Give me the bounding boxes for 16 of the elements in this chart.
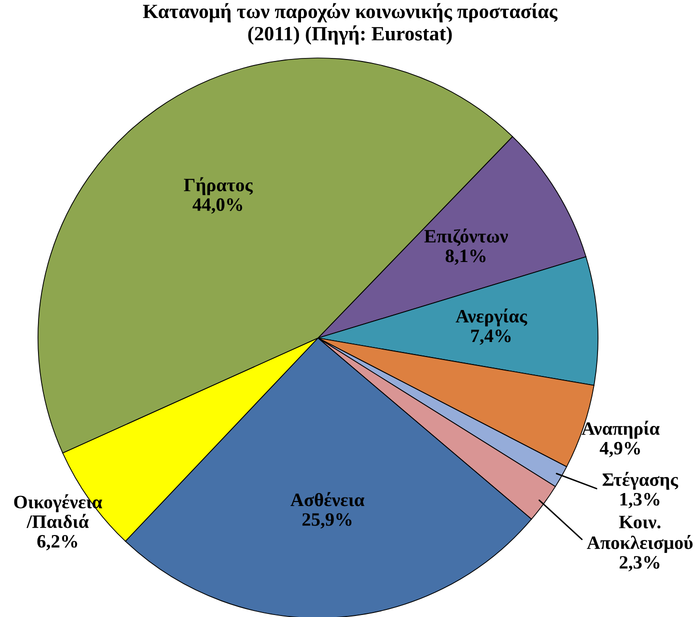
slice-label: Στέγασης xyxy=(602,472,678,490)
slice-label: Αναπηρία xyxy=(582,420,660,439)
data-label: 8,1% xyxy=(446,250,486,265)
slice-label: Κοιν. Αποκλεισμού xyxy=(586,516,693,553)
data-label: 2,3% xyxy=(620,556,660,572)
slice-label: Επιζόντων xyxy=(424,228,508,246)
data-label: 6,2% xyxy=(37,534,78,550)
slice-label: Ασθένεια xyxy=(290,492,364,506)
slice-label: Ανεργίας xyxy=(456,308,528,326)
data-label: 25,9% xyxy=(302,513,352,529)
data-label: 44,0% xyxy=(192,198,242,214)
chart-title: Κατανομή των παροχών κοινωνικής προστασίας (2011) (Πηγή: Eurostat) xyxy=(143,3,558,45)
data-label: 7,4% xyxy=(471,330,511,345)
data-label: 4,9% xyxy=(600,442,640,458)
data-label: 1,3% xyxy=(620,492,660,508)
slice-label: Γήρατος xyxy=(184,177,253,196)
